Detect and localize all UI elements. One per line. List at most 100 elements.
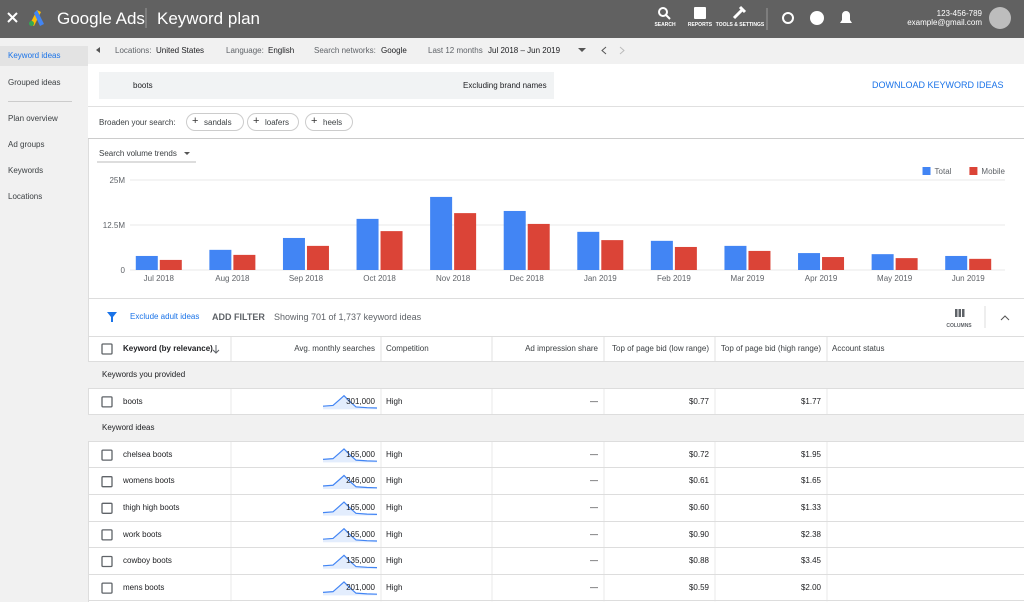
bar (601, 240, 624, 270)
table-cell: work boots (123, 529, 162, 539)
table-row (88, 495, 1024, 522)
x-tick-label: Dec 2018 (510, 274, 545, 283)
table-cell: 201,000 (346, 582, 375, 592)
table-cell: $0.77 (688, 396, 709, 406)
group-row (88, 362, 1024, 389)
bar (282, 237, 305, 270)
table-cell: 165,000 (346, 503, 375, 512)
bar (454, 213, 477, 270)
table-row (88, 548, 1024, 575)
table-cell: $2.00 (800, 582, 821, 592)
notifications-icon[interactable] (840, 11, 852, 23)
table-cell: thigh high boots (123, 503, 180, 512)
account-id: 123-456-789 (936, 9, 982, 18)
table-cell: $0.59 (688, 582, 709, 592)
top-bar (0, 0, 1024, 38)
search-icon (665, 14, 671, 20)
sidebar-item[interactable]: Locations (8, 192, 43, 201)
filter-language[interactable]: English (268, 46, 295, 55)
columns-label[interactable]: COLUMNS (946, 323, 972, 329)
search-box (99, 72, 554, 99)
tools-icon[interactable] (732, 5, 747, 20)
page-title: Keyword plan (157, 9, 261, 28)
filter-period[interactable]: Jul 2018 – Jun 2019 (488, 46, 561, 55)
bar (674, 246, 697, 270)
chart: 0 12.5M 25M Jul 2018 Aug 2018 Sep 2018 Oct 201… (103, 167, 1006, 283)
legend-swatch (969, 167, 978, 175)
tool-label[interactable]: REPORTS (687, 22, 713, 28)
table-cell: 246,000 (346, 476, 375, 486)
table-cell: — (590, 529, 598, 539)
chip-label[interactable]: sandals (204, 118, 232, 127)
tool-label[interactable]: TOOLS & SETTINGS (715, 22, 765, 28)
bar (503, 210, 526, 270)
add-filter[interactable]: ADD FILTER (212, 312, 265, 322)
chip[interactable] (186, 113, 244, 131)
table-cell: boots (123, 396, 143, 406)
table-cell: $3.45 (800, 556, 821, 566)
refresh-icon[interactable] (782, 12, 794, 24)
sidebar-item[interactable]: Grouped ideas (8, 78, 61, 87)
chip-plus: + (311, 115, 318, 127)
bar (945, 255, 968, 270)
avatar[interactable] (989, 7, 1011, 29)
sidebar-item[interactable]: Plan overview (8, 114, 58, 123)
table-cell: 165,000 (346, 449, 375, 459)
table-row (88, 442, 1024, 469)
download-button[interactable]: DOWNLOAD KEYWORD IDEAS (872, 80, 1004, 90)
brand-exclusion[interactable]: Excluding brand names (463, 81, 547, 90)
table-cell: 165,000 (346, 529, 375, 539)
table-cell: chelsea boots (123, 449, 173, 459)
chip[interactable] (247, 113, 299, 131)
table-cell: 135,000 (346, 556, 375, 566)
table-cell: High (386, 503, 403, 512)
table-cell: 301,000 (346, 396, 375, 406)
table-cell: High (386, 476, 403, 486)
y-tick-label: 12.5M (103, 221, 126, 230)
chart-title[interactable]: Search volume trends (99, 149, 177, 158)
table-cell: High (386, 529, 403, 539)
sidebar-item[interactable]: Keyword ideas (0, 46, 88, 66)
sidebar-item[interactable]: Keywords (8, 166, 44, 175)
x-tick-label: Jul 2018 (144, 274, 175, 283)
table-row (88, 389, 1024, 416)
bar (135, 255, 158, 270)
bar (798, 253, 821, 270)
chip-label[interactable]: loafers (265, 118, 290, 127)
bar (356, 218, 379, 270)
search-icon[interactable] (658, 7, 668, 17)
bar (871, 254, 894, 270)
logo (29, 21, 34, 26)
table-cell: — (590, 476, 598, 486)
reports-icon[interactable] (694, 7, 706, 19)
legend-label: Total (935, 167, 952, 176)
chip[interactable] (305, 113, 353, 131)
product-name: Google Ads (57, 9, 145, 28)
x-tick-label: Apr 2019 (805, 274, 838, 283)
table-cell: cowboy boots (123, 556, 172, 566)
filter-location[interactable]: United States (156, 46, 205, 55)
bar (650, 240, 673, 270)
columns-icon (962, 309, 965, 317)
table-cell: $1.33 (800, 503, 821, 512)
exclude-adult[interactable]: Exclude adult ideas (130, 312, 200, 321)
tool-label[interactable]: SEARCH (654, 22, 676, 28)
chip-plus: + (192, 115, 199, 127)
table-cell: High (386, 396, 403, 406)
column-header: Ad impression share (525, 344, 598, 353)
table-cell: mens boots (123, 582, 165, 592)
help-icon[interactable] (810, 11, 824, 25)
table-cell: High (386, 449, 403, 459)
close-icon[interactable] (7, 12, 18, 23)
table-cell: $0.61 (688, 476, 709, 486)
table-cell: $0.72 (688, 449, 709, 459)
table-cell: — (590, 396, 598, 406)
chip-label[interactable]: heels (323, 118, 343, 127)
bar (306, 245, 329, 270)
search-query: boots (133, 81, 153, 90)
sidebar-divider (8, 101, 72, 102)
filter-network[interactable]: Google (381, 46, 407, 55)
top-icons (7, 5, 1011, 30)
divider (88, 106, 1024, 107)
sidebar-item[interactable]: Ad groups (8, 140, 45, 149)
